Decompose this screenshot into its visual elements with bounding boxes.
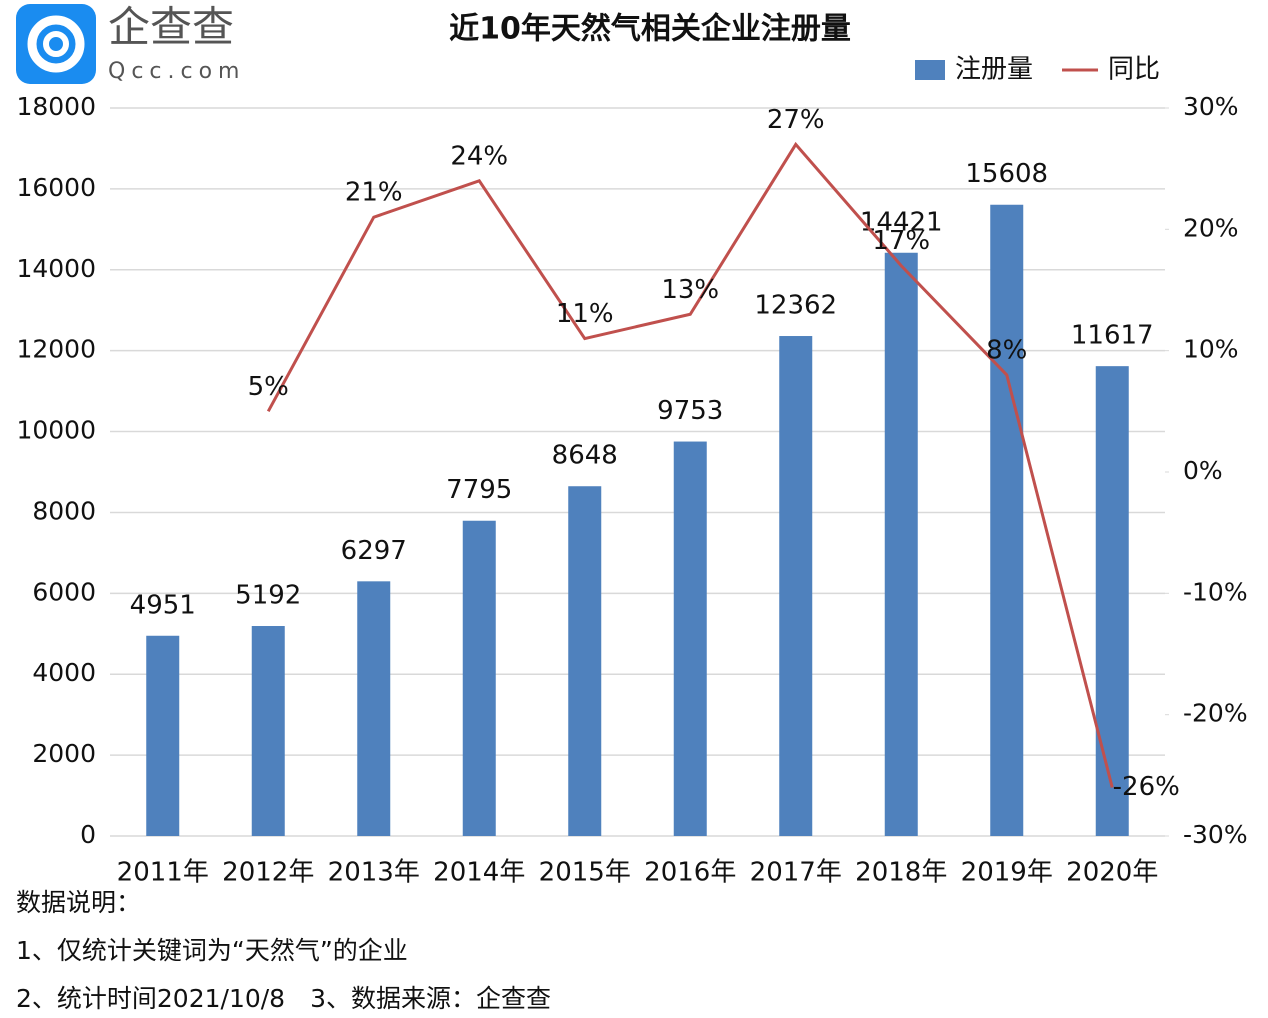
y2-tick-label: 10% <box>1183 335 1239 364</box>
x-tick-label: 2012年 <box>222 858 314 888</box>
y2-tick-label: -20% <box>1183 699 1248 728</box>
bar-value-label: 12362 <box>754 291 837 321</box>
y-tick-label: 14000 <box>16 254 96 283</box>
bar-value-label: 15608 <box>965 159 1048 189</box>
bar <box>1095 366 1129 836</box>
line-value-label: 27% <box>767 105 825 135</box>
bar-value-label: 4951 <box>130 590 196 620</box>
logo: 企查查 Qcc.com <box>16 3 246 84</box>
bar-value-label: 5192 <box>235 581 301 611</box>
bar <box>251 626 285 836</box>
note: 数据说明： <box>16 888 141 917</box>
note: 2、统计时间2021/10/8 3、数据来源：企查查 <box>16 984 551 1013</box>
line <box>266 141 1114 788</box>
bar <box>779 336 813 836</box>
line-value-label: 13% <box>661 275 719 305</box>
note: 1、仅统计关键词为“天然气”的企业 <box>16 936 408 965</box>
y-tick-label: 2000 <box>32 739 96 768</box>
x-tick-label: 2014年 <box>433 858 525 888</box>
line-value-label: 8% <box>986 335 1027 365</box>
y2-tick-label: -10% <box>1183 577 1248 606</box>
logo-name: 企查查 <box>108 3 234 52</box>
line-value-label: 17% <box>872 226 930 256</box>
y2-tick-label: 20% <box>1183 213 1239 242</box>
logo-ring <box>27 15 85 73</box>
y-tick-label: 8000 <box>32 496 96 525</box>
x-tick-label: 2011年 <box>117 858 209 888</box>
logo-ring <box>43 31 69 57</box>
y-tick-label: 0 <box>80 820 96 849</box>
chart-title: 近10年天然气相关企业注册量 <box>449 12 851 47</box>
bar <box>990 204 1024 837</box>
legend-label: 同比 <box>1108 55 1160 85</box>
bar <box>146 635 180 836</box>
bar <box>568 486 602 836</box>
bar-value-label: 11617 <box>1071 321 1154 351</box>
logo-site: Qcc.com <box>108 59 246 84</box>
y-tick-label: 16000 <box>16 173 96 202</box>
y-tick-label: 10000 <box>16 416 96 445</box>
y-tick-label: 12000 <box>16 335 96 364</box>
bar <box>884 252 918 836</box>
line-value-label: -26% <box>1113 772 1180 802</box>
bar-value-label: 6297 <box>341 536 407 566</box>
y-tick-label: 4000 <box>32 658 96 687</box>
y-tick-label: 18000 <box>16 92 96 121</box>
bar <box>357 581 391 836</box>
legend-swatch <box>915 60 945 80</box>
legend-label: 注册量 <box>955 55 1033 85</box>
line-value-label: 11% <box>556 299 614 329</box>
bar <box>673 441 707 836</box>
y-tick-label: 6000 <box>32 577 96 606</box>
bar <box>462 520 496 836</box>
x-tick-label: 2015年 <box>539 858 631 888</box>
y2-tick-label: 0% <box>1183 456 1223 485</box>
bar-value-label: 7795 <box>446 475 512 505</box>
x-tick-label: 2013年 <box>328 858 420 888</box>
x-tick-label: 2018年 <box>855 858 947 888</box>
bar-value-label: 8648 <box>552 441 618 471</box>
line-value-label: 24% <box>450 141 508 171</box>
x-tick-label: 2020年 <box>1066 858 1158 888</box>
x-tick-label: 2016年 <box>644 858 736 888</box>
y2-tick-label: -30% <box>1183 820 1248 849</box>
bar-value-label: 9753 <box>657 396 723 426</box>
y2-tick-label: 30% <box>1183 92 1239 121</box>
x-tick-label: 2019年 <box>961 858 1053 888</box>
line-value-label: 5% <box>248 372 289 402</box>
line-value-label: 21% <box>345 178 403 208</box>
x-tick-label: 2017年 <box>750 858 842 888</box>
